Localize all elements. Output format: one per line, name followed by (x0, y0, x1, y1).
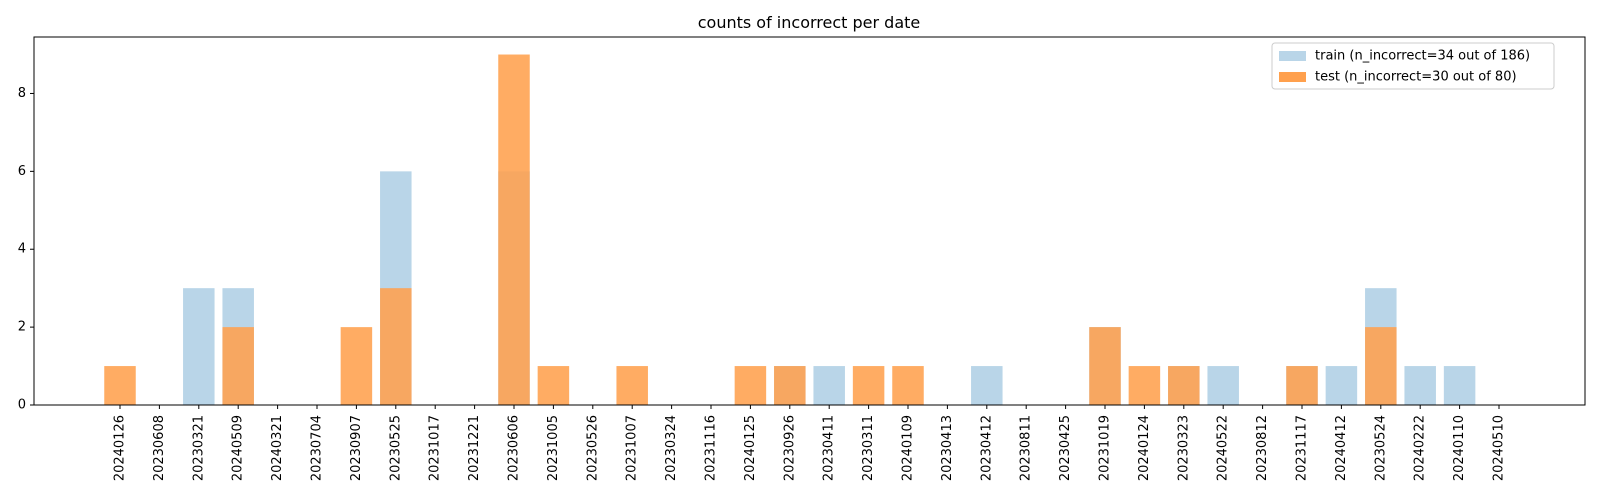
x-tick-label: 20230606 (507, 415, 522, 481)
bar-train-20240222 (1404, 366, 1436, 405)
bar-train-20230411 (813, 366, 845, 405)
bar-test-20240125 (734, 366, 767, 405)
x-tick-label: 20231007 (625, 415, 640, 481)
x-tick-label: 20230525 (388, 415, 403, 481)
bar-test-20240509 (222, 327, 254, 405)
x-tick-label: 20240125 (743, 415, 758, 481)
x-tick-label: 20240124 (1137, 415, 1152, 481)
x-tick-label: 20240510 (1492, 415, 1507, 481)
legend: train (n_incorrect=34 out of 186) test (n… (1271, 42, 1555, 90)
bar-test-20231117 (1286, 366, 1318, 405)
bar-train-20230412 (971, 366, 1003, 405)
x-tick-label: 20230311 (861, 415, 876, 481)
x-tick-label: 20230812 (1255, 415, 1270, 481)
bar-test-20240126 (104, 366, 136, 405)
x-tick-label: 20230524 (1373, 415, 1388, 481)
x-tick-label: 20240321 (270, 415, 285, 481)
x-tick-label: 20230526 (585, 415, 600, 481)
series-1 (104, 54, 1397, 406)
x-tick-label: 20240509 (231, 415, 246, 481)
x-tick-label: 20230324 (664, 415, 679, 481)
x-tick-label: 20230412 (979, 415, 994, 481)
x-tick-label: 20231017 (428, 415, 443, 481)
legend-swatch-1 (1279, 72, 1306, 82)
bar-test-20230606 (498, 54, 530, 406)
x-tick-label: 20240126 (113, 415, 128, 481)
bar-test-20230323 (1168, 366, 1200, 405)
x-tick-label: 20231019 (1098, 415, 1113, 481)
x-tick-label: 20231221 (467, 415, 482, 481)
x-tick-label: 20230323 (1176, 415, 1191, 481)
y-tick-label: 2 (18, 320, 26, 335)
x-tick-label: 20230425 (1058, 415, 1073, 481)
bar-test-20240124 (1128, 366, 1161, 405)
y-tick-label: 8 (18, 86, 26, 101)
bars-layer (104, 54, 1476, 406)
bar-test-20230926 (774, 366, 806, 405)
bar-train-20240110 (1443, 366, 1476, 405)
plot-frame (33, 36, 1586, 406)
y-axis-ticks: 0 2 4 6 8 (18, 86, 34, 413)
x-tick-label: 20240412 (1334, 415, 1349, 481)
x-axis-ticks: 20240126 20230608 20230321 20240509 20240321… (113, 405, 1507, 481)
x-tick-label: 20230811 (1019, 415, 1034, 481)
y-tick-label: 0 (18, 398, 26, 413)
legend-box (1271, 42, 1555, 90)
x-tick-label: 20230926 (782, 415, 797, 481)
x-tick-label: 20240110 (1452, 415, 1467, 481)
x-tick-label: 20230907 (349, 415, 364, 481)
bar-test-20230525 (380, 288, 412, 405)
bar-test-20231007 (616, 366, 648, 405)
bar-train-20240412 (1325, 366, 1358, 405)
x-tick-label: 20231117 (1295, 415, 1310, 481)
x-tick-label: 20240109 (901, 415, 916, 481)
bar-test-20230524 (1365, 327, 1397, 405)
x-tick-label: 20230704 (310, 415, 325, 481)
chart-title: counts of incorrect per date (698, 13, 921, 32)
x-tick-label: 20231005 (546, 415, 561, 481)
x-tick-label: 20240522 (1216, 415, 1231, 481)
bar-train-20230321 (183, 288, 215, 405)
y-tick-label: 6 (18, 164, 26, 179)
bar-test-20231019 (1089, 327, 1121, 405)
legend-label-1: test (n_incorrect=30 out of 80) (1315, 70, 1517, 85)
legend-label-0: train (n_incorrect=34 out of 186) (1315, 49, 1530, 64)
x-tick-label: 20240222 (1413, 415, 1428, 481)
bar-train-20240522 (1207, 366, 1239, 405)
x-tick-label: 20230411 (822, 415, 837, 481)
series-0 (183, 171, 1476, 405)
legend-swatch-0 (1279, 51, 1306, 61)
bar-test-20230311 (852, 366, 885, 405)
x-tick-label: 20230413 (940, 415, 955, 481)
x-tick-label: 20231116 (704, 415, 719, 481)
bar-test-20230907 (340, 327, 373, 405)
y-tick-label: 4 (18, 242, 26, 257)
bar-test-20240109 (892, 366, 924, 405)
bar-test-20231005 (537, 366, 570, 405)
x-tick-label: 20230608 (152, 415, 167, 481)
x-tick-label: 20230321 (191, 415, 206, 481)
